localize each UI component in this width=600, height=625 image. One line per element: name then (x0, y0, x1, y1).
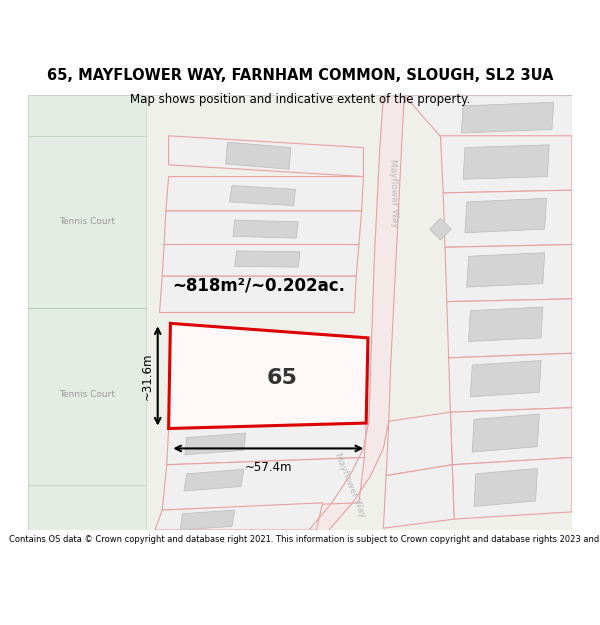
Text: Contains OS data © Crown copyright and database right 2021. This information is : Contains OS data © Crown copyright and d… (9, 535, 600, 544)
Polygon shape (465, 198, 547, 232)
Polygon shape (235, 251, 300, 268)
Polygon shape (167, 423, 366, 465)
Polygon shape (309, 421, 389, 530)
Polygon shape (452, 458, 572, 519)
Text: 65: 65 (266, 368, 298, 388)
Polygon shape (162, 244, 359, 276)
Polygon shape (181, 510, 235, 530)
Polygon shape (166, 176, 364, 211)
Polygon shape (472, 414, 539, 452)
Text: ~818m²/~0.202ac.: ~818m²/~0.202ac. (173, 276, 346, 294)
Text: ~57.4m: ~57.4m (245, 461, 292, 474)
Polygon shape (162, 458, 364, 510)
Polygon shape (470, 361, 541, 397)
Polygon shape (430, 218, 451, 240)
Polygon shape (169, 136, 364, 176)
Polygon shape (155, 503, 323, 530)
Polygon shape (229, 186, 295, 206)
Polygon shape (184, 469, 244, 491)
Polygon shape (443, 190, 572, 248)
Polygon shape (451, 408, 572, 465)
Text: Mayflower Way: Mayflower Way (388, 158, 399, 228)
Polygon shape (463, 145, 549, 179)
Polygon shape (467, 253, 545, 287)
Text: Tennis Court: Tennis Court (59, 217, 115, 226)
Polygon shape (461, 102, 554, 133)
Polygon shape (445, 244, 572, 302)
Polygon shape (383, 465, 454, 528)
Polygon shape (28, 95, 146, 530)
Polygon shape (404, 95, 572, 136)
Text: Map shows position and indicative extent of the property.: Map shows position and indicative extent… (130, 93, 470, 106)
Polygon shape (449, 353, 572, 412)
Polygon shape (386, 412, 452, 476)
Polygon shape (169, 323, 368, 429)
Polygon shape (369, 95, 404, 421)
Polygon shape (474, 468, 538, 506)
Text: 65, MAYFLOWER WAY, FARNHAM COMMON, SLOUGH, SL2 3UA: 65, MAYFLOWER WAY, FARNHAM COMMON, SLOUG… (47, 68, 553, 83)
Text: ~31.6m: ~31.6m (141, 352, 154, 400)
Text: Tennis Court: Tennis Court (59, 389, 115, 399)
Polygon shape (164, 211, 362, 244)
Polygon shape (469, 307, 543, 341)
Polygon shape (440, 136, 572, 193)
Polygon shape (226, 142, 291, 169)
Polygon shape (185, 433, 245, 455)
Polygon shape (233, 220, 298, 238)
Polygon shape (160, 276, 356, 312)
Text: Mayflower Way: Mayflower Way (333, 451, 367, 518)
Polygon shape (447, 299, 572, 358)
